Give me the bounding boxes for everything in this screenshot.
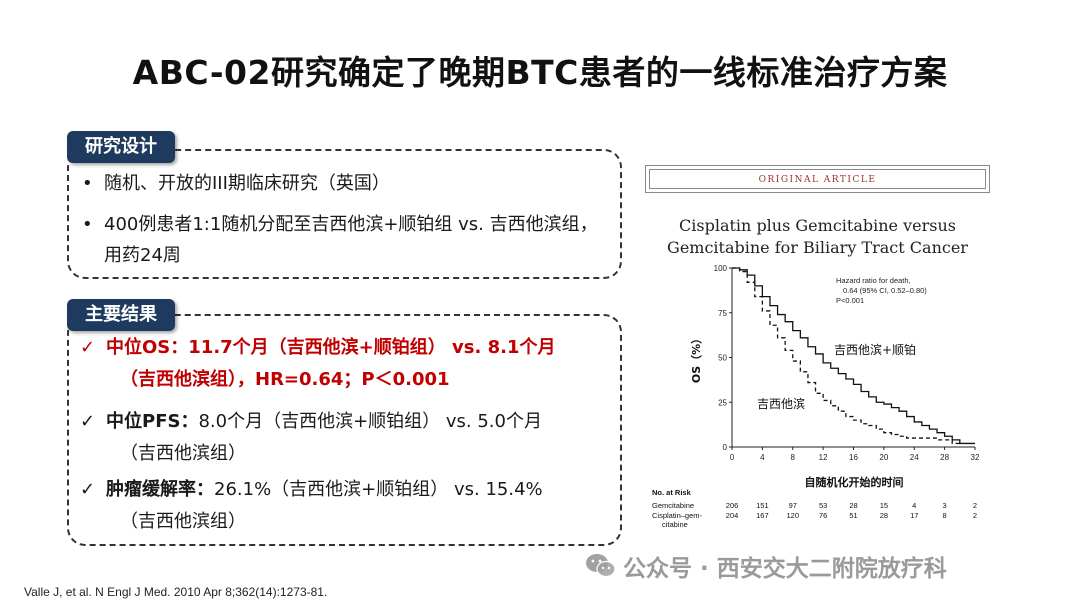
annotation-line: Hazard ratio for death, xyxy=(836,276,911,285)
series-label-combo: 吉西他滨+顺铂 xyxy=(834,342,916,357)
x-tick-label: 16 xyxy=(849,453,858,462)
result-key: 肿瘤缓解率： xyxy=(106,479,214,500)
y-tick-label: 50 xyxy=(718,354,727,363)
x-tick-label: 12 xyxy=(819,453,828,462)
hazard-annotation: Hazard ratio for death, 0.64 (95% CI, 0.5… xyxy=(836,276,927,305)
y-tick-label: 75 xyxy=(718,309,727,318)
result-response-rate: ✓ 肿瘤缓解率：26.1%（吉西他滨+顺铂组） vs. 15.4% （吉西他滨组… xyxy=(80,474,610,538)
wechat-icon xyxy=(586,554,616,578)
result-line: 26.1%（吉西他滨+顺铂组） vs. 15.4% xyxy=(214,479,543,500)
risk-table-value: 51 xyxy=(849,511,857,520)
risk-table-header: No. at Risk xyxy=(652,488,692,497)
result-line: （吉西他滨组） xyxy=(120,511,246,532)
risk-table-value: 204 xyxy=(726,511,739,520)
result-key: 中位PFS： xyxy=(106,411,199,432)
main-results-box xyxy=(67,314,622,546)
slide-title: ABC-02研究确定了晚期BTC患者的一线标准治疗方案 xyxy=(132,53,948,92)
x-tick-label: 24 xyxy=(910,453,919,462)
main-results-tag: 主要结果 xyxy=(67,299,175,331)
annotation-line: P<0.001 xyxy=(836,296,864,305)
design-bullet-text: 随机、开放的III期临床研究（英国） xyxy=(104,173,390,194)
result-median-os: ✓ 中位OS：11.7个月（吉西他滨+顺铂组） vs. 8.1个月 （吉西他滨组… xyxy=(80,332,610,396)
x-tick-label: 28 xyxy=(940,453,949,462)
series-line-cisplatin-gemcitabine xyxy=(732,267,975,445)
design-bullet-text: 400例患者1:1随机分配至吉西他滨+顺铂组 vs. 吉西他滨组，用药24周 xyxy=(104,214,598,266)
risk-table-value: 15 xyxy=(880,501,888,510)
design-bullet-2: • 400例患者1:1随机分配至吉西他滨+顺铂组 vs. 吉西他滨组，用药24周 xyxy=(82,209,602,271)
article-title-line: Cisplatin plus Gemcitabine versus xyxy=(679,216,956,235)
article-title: Cisplatin plus Gemcitabine versus Gemcit… xyxy=(645,215,990,259)
risk-table-value: 4 xyxy=(912,501,916,510)
risk-table-value: 76 xyxy=(819,511,827,520)
risk-table-value: 3 xyxy=(943,501,947,510)
risk-table-row-label: citabine xyxy=(662,520,688,529)
x-axis-title: 自随机化开始的时间 xyxy=(805,475,904,489)
y-axis-title: OS（%） xyxy=(690,333,703,383)
x-tick-label: 8 xyxy=(791,453,796,462)
risk-table-row-label: Cisplatin–gem- xyxy=(652,511,703,520)
check-icon: ✓ xyxy=(80,411,96,432)
risk-table-value: 120 xyxy=(786,511,799,520)
result-median-pfs: ✓ 中位PFS：8.0个月（吉西他滨+顺铂组） vs. 5.0个月 （吉西他滨组… xyxy=(80,406,610,470)
risk-table-value: 2 xyxy=(973,501,977,510)
design-bullet-1: • 随机、开放的III期临床研究（英国） xyxy=(82,168,602,199)
check-icon: ✓ xyxy=(80,337,96,358)
result-key: 中位OS： xyxy=(106,337,189,358)
y-tick-label: 100 xyxy=(714,264,728,273)
result-line: 11.7个月（吉西他滨+顺铂组） vs. 8.1个月 xyxy=(188,337,556,358)
risk-table-value: 17 xyxy=(910,511,918,520)
bullet-dot-icon: • xyxy=(82,173,93,194)
study-design-box xyxy=(67,149,622,279)
risk-table-value: 167 xyxy=(756,511,769,520)
annotation-line: 0.64 (95% CI, 0.52–0.80) xyxy=(843,286,927,295)
article-title-line: Gemcitabine for Biliary Tract Cancer xyxy=(667,238,968,257)
risk-table-value: 2 xyxy=(973,511,977,520)
risk-table-value: 206 xyxy=(726,501,739,510)
result-line: （吉西他滨组） xyxy=(120,443,246,464)
x-tick-label: 0 xyxy=(730,453,735,462)
check-icon: ✓ xyxy=(80,479,96,500)
result-line: 8.0个月（吉西他滨+顺铂组） vs. 5.0个月 xyxy=(198,411,542,432)
x-tick-label: 4 xyxy=(760,453,765,462)
article-banner-text: ORIGINAL ARTICLE xyxy=(649,169,986,189)
risk-table-value: 8 xyxy=(943,511,947,520)
article-banner: ORIGINAL ARTICLE xyxy=(645,165,990,193)
series-label-gemcitabine: 吉西他滨 xyxy=(757,396,805,411)
risk-table-value: 53 xyxy=(819,501,827,510)
citation: Valle J, et al. N Engl J Med. 2010 Apr 8… xyxy=(24,585,328,599)
risk-table-value: 151 xyxy=(756,501,769,510)
risk-table-value: 28 xyxy=(849,501,857,510)
risk-table-value: 28 xyxy=(880,511,888,520)
series-line-gemcitabine xyxy=(732,267,960,445)
risk-table-row-label: Gemcitabine xyxy=(652,501,694,510)
y-tick-label: 0 xyxy=(723,443,728,452)
risk-table-value: 97 xyxy=(789,501,797,510)
x-tick-label: 20 xyxy=(879,453,888,462)
y-tick-label: 25 xyxy=(718,398,727,407)
watermark: 公众号 · 西安交大二附院放疗科 xyxy=(585,550,947,582)
bullet-dot-icon: • xyxy=(82,214,93,235)
x-tick-label: 32 xyxy=(971,453,980,462)
study-design-tag: 研究设计 xyxy=(67,131,175,163)
watermark-text: 公众号 · 西安交大二附院放疗科 xyxy=(623,556,947,582)
result-line: （吉西他滨组），HR=0.64；P＜0.001 xyxy=(120,369,450,390)
